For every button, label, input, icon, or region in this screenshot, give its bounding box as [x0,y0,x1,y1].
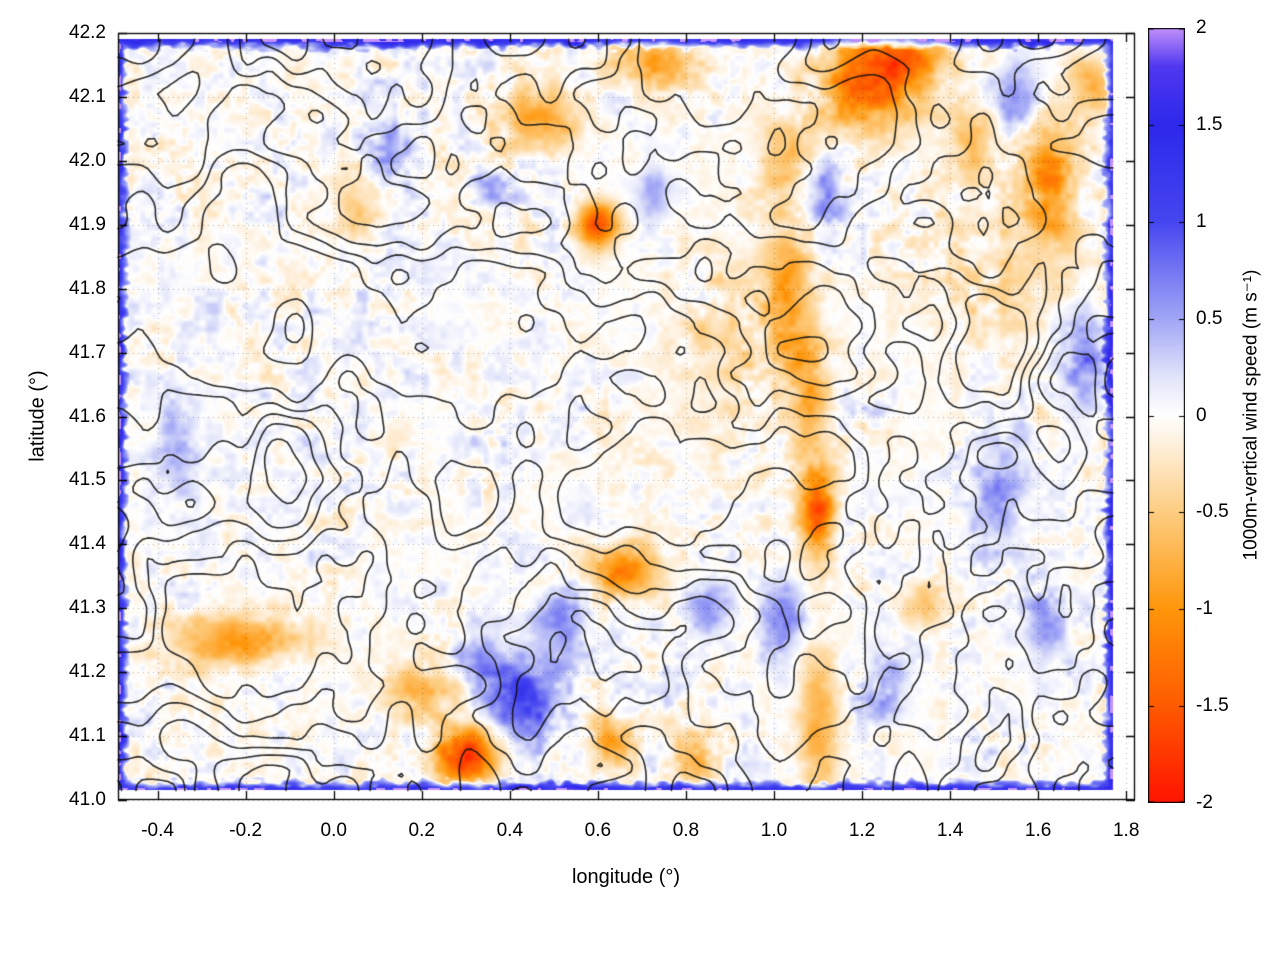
x-tick-label: 0.6 [584,820,612,841]
x-tick-label: 1.8 [1112,820,1140,841]
colorbar-gradient [1148,28,1185,803]
y-tick-label: 41.4 [69,533,106,555]
colorbar-tick-label: 1 [1196,210,1207,232]
y-tick-label: 42.1 [69,85,106,107]
y-tick-label: 41.7 [69,341,106,363]
y-tick-label: 41.6 [69,405,106,427]
x-tick-label: 1.2 [848,820,876,841]
y-tick-label: 41.2 [69,661,106,683]
colorbar-tick-label: -0.5 [1196,501,1229,523]
colorbar-tick-label: -1 [1196,598,1213,620]
y-tick-label: 41.5 [69,469,106,491]
colorbar-tick-label: -2 [1196,792,1213,813]
colorbar-tick-label: 0.5 [1196,307,1223,329]
colorbar-tick-label: -1.5 [1196,695,1229,717]
colorbar-label: 1000m-vertical wind speed (m s⁻¹) [1240,269,1262,561]
x-tick-label: 0.2 [408,820,435,841]
x-axis-label: longitude (°) [571,866,681,888]
x-tick-label: 0.8 [672,820,700,841]
y-tick-label: 41.0 [69,789,106,810]
x-tick-label: -0.2 [229,820,263,841]
x-tick-label: 1.4 [936,820,964,841]
colorbar-tick-label: 0 [1196,404,1207,426]
x-tick-label: 1.0 [760,820,788,841]
y-tick-label: 42.0 [69,149,106,171]
x-tick-label: 0.4 [496,820,524,841]
colorbar-tick-label: 2 [1196,17,1207,38]
colorbar-tick-label: 1.5 [1196,113,1223,135]
x-tick-label: 0.0 [320,820,347,841]
y-tick-label: 42.2 [69,22,106,43]
y-tick-label: 41.8 [69,277,106,299]
y-tick-label: 41.9 [69,213,106,235]
x-tick-label: 1.6 [1024,820,1052,841]
y-tick-label: 41.3 [69,597,106,619]
y-tick-label: 41.1 [69,725,106,747]
x-tick-label: -0.4 [141,820,174,841]
